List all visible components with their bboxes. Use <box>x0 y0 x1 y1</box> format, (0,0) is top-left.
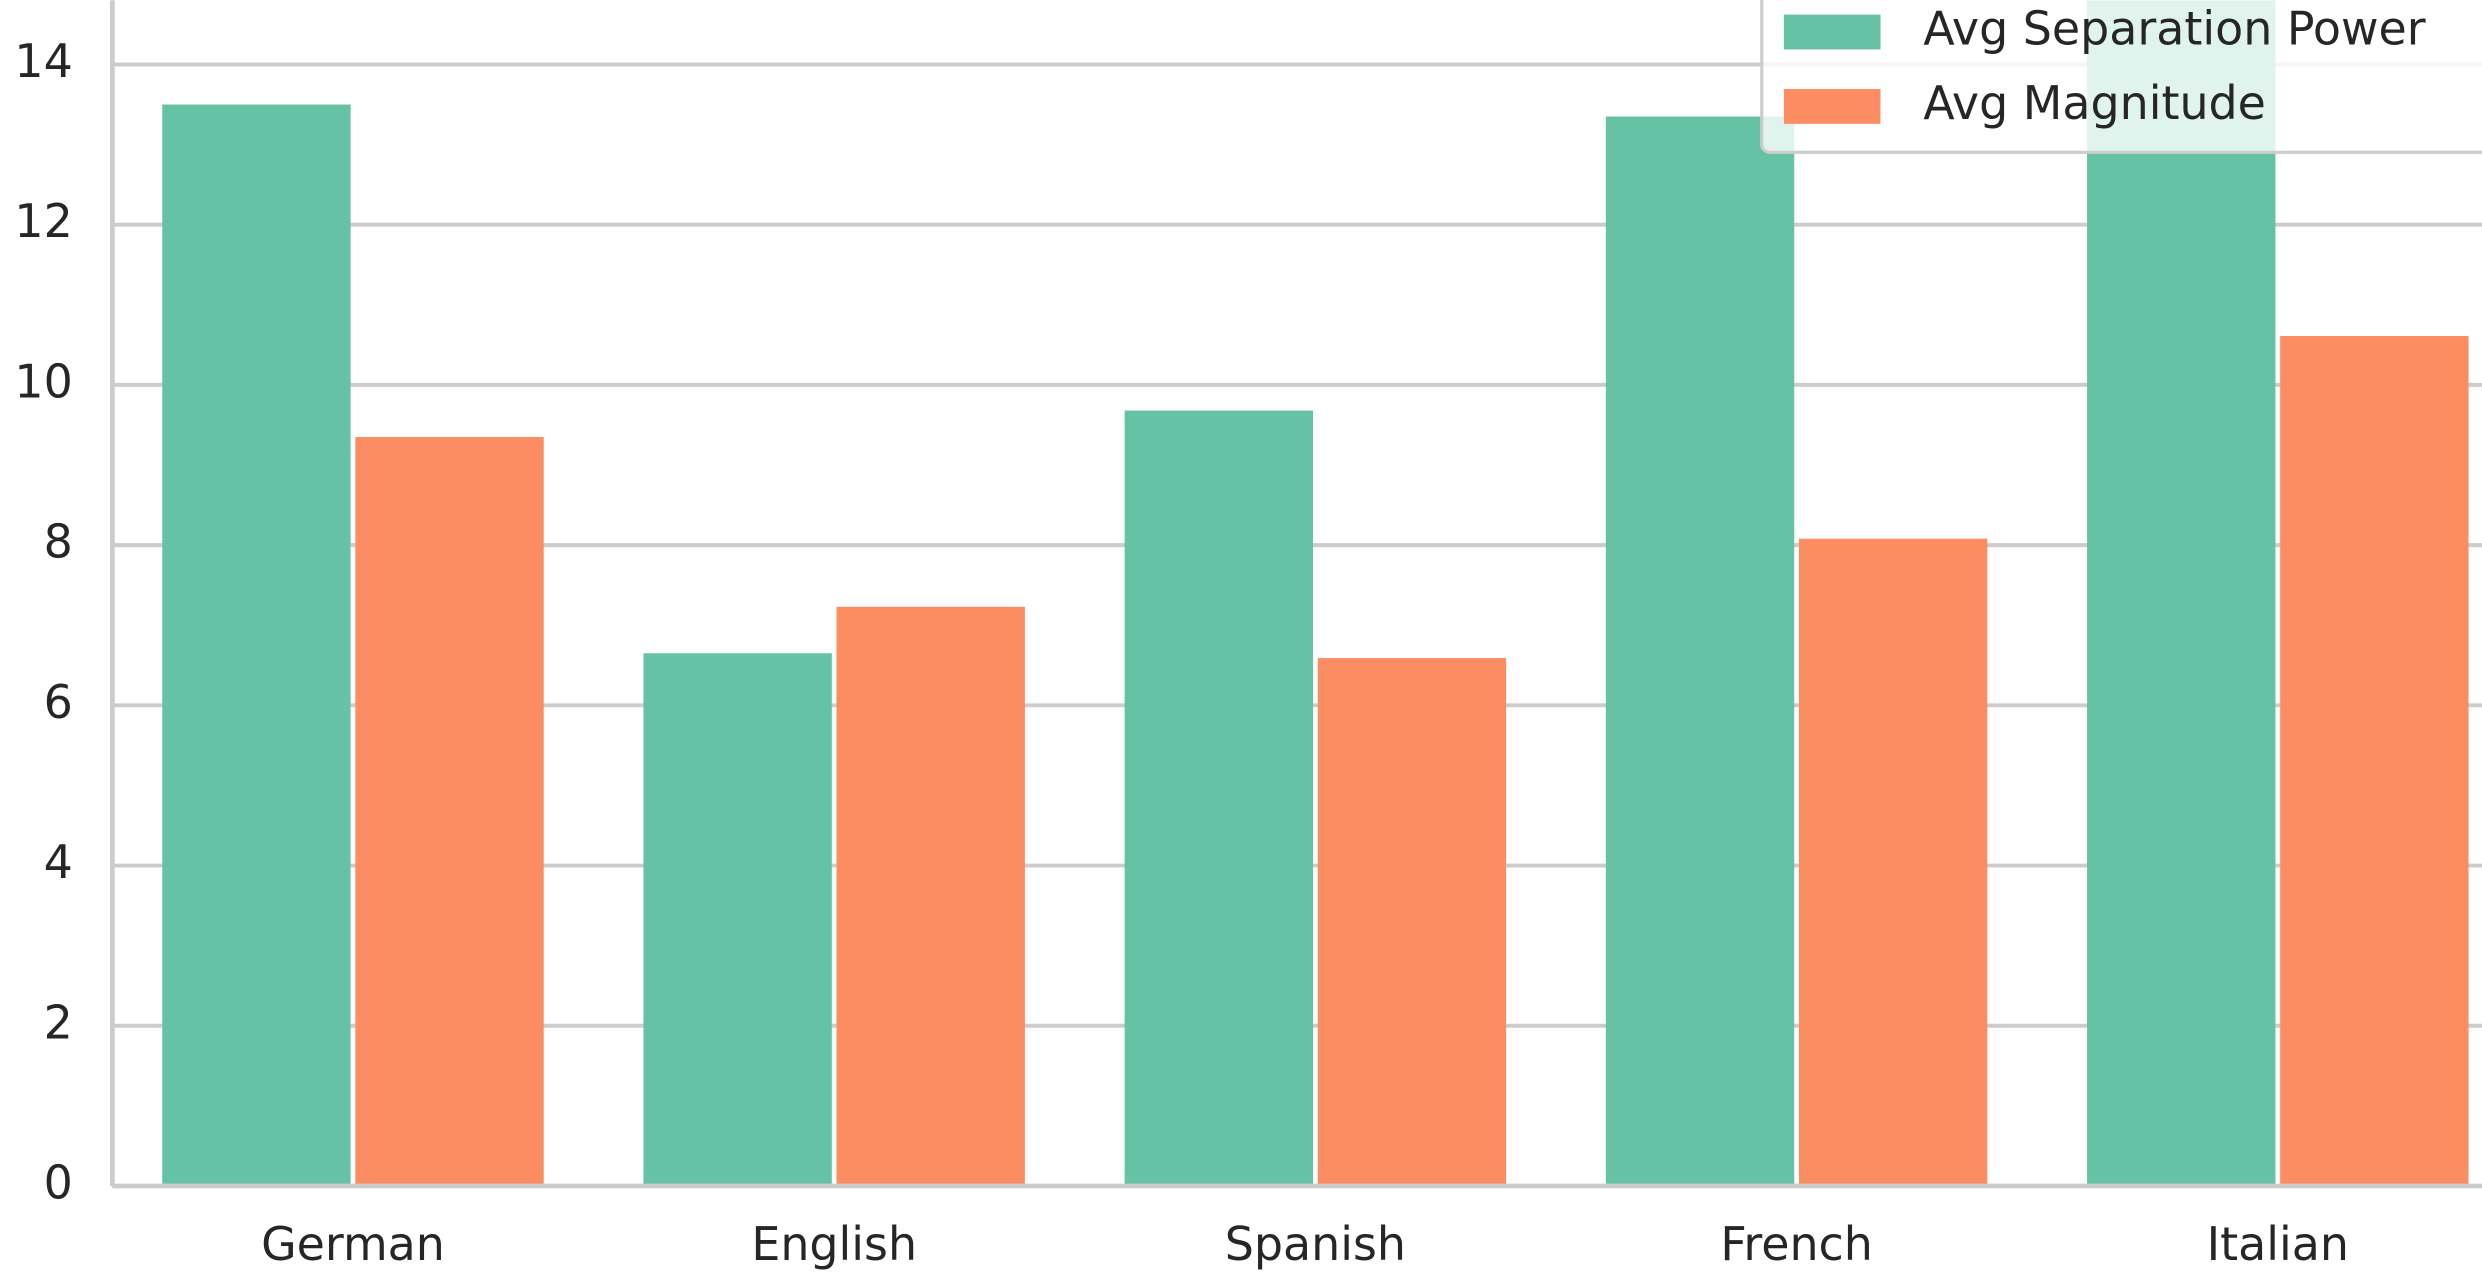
legend-frame <box>1760 0 2482 154</box>
axes: 0 2 4 6 8 10 12 14 German English Spanish French Ita… <box>14 0 2482 1271</box>
legend-label: Avg Separation Power <box>1923 2 2426 56</box>
bar <box>355 436 544 1186</box>
y-tick-label: 6 <box>44 675 73 729</box>
y-tick-label: 8 <box>44 515 73 569</box>
bar <box>1605 116 1795 1186</box>
bar <box>1798 538 1988 1186</box>
y-tick-label: 12 <box>14 194 72 248</box>
x-tick-label: Italian <box>2207 1217 2349 1271</box>
y-tick-label: 0 <box>44 1155 73 1209</box>
legend-swatch <box>1783 14 1881 50</box>
bar <box>1317 658 1507 1186</box>
y-tick-label: 2 <box>44 995 73 1049</box>
legend-label: Avg Magnitude <box>1923 76 2266 130</box>
bar <box>2280 336 2469 1186</box>
x-tick-label: English <box>751 1217 917 1271</box>
x-tick-label: German <box>261 1217 445 1271</box>
y-tick-label: 10 <box>14 354 72 408</box>
legend-swatch <box>1783 89 1881 124</box>
y-tick-label: 4 <box>44 835 73 889</box>
legend: Avg Separation Power Avg Magnitude <box>1760 0 2482 154</box>
x-tick-label: French <box>1720 1217 1873 1271</box>
bar <box>2087 0 2276 1186</box>
bars <box>162 0 2469 1186</box>
bar <box>162 104 351 1186</box>
bar <box>1124 410 1314 1186</box>
x-tick-label: Spanish <box>1225 1217 1406 1271</box>
bar <box>836 606 1025 1186</box>
bar <box>643 653 832 1186</box>
y-tick-label: 14 <box>14 34 72 88</box>
